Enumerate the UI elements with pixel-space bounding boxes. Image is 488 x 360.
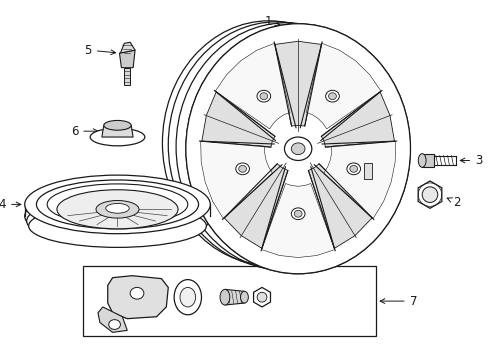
Ellipse shape <box>294 210 302 217</box>
Ellipse shape <box>103 121 131 130</box>
Text: 7: 7 <box>379 294 416 307</box>
Bar <box>83 266 375 336</box>
Polygon shape <box>102 125 133 137</box>
Polygon shape <box>321 92 394 147</box>
Ellipse shape <box>235 163 249 175</box>
Ellipse shape <box>421 187 437 202</box>
Ellipse shape <box>90 128 144 146</box>
Ellipse shape <box>349 165 357 172</box>
Polygon shape <box>417 181 441 208</box>
Text: 6: 6 <box>71 125 98 138</box>
Ellipse shape <box>291 208 305 220</box>
Polygon shape <box>224 289 244 305</box>
Ellipse shape <box>27 197 208 246</box>
Ellipse shape <box>96 201 139 218</box>
Polygon shape <box>274 41 321 126</box>
Polygon shape <box>124 68 130 85</box>
Polygon shape <box>202 92 274 147</box>
Ellipse shape <box>257 292 266 302</box>
Text: 1: 1 <box>264 15 279 28</box>
Ellipse shape <box>220 289 229 305</box>
Ellipse shape <box>260 93 267 100</box>
Text: 3: 3 <box>459 154 482 167</box>
Polygon shape <box>107 276 168 319</box>
Text: 2: 2 <box>447 196 460 209</box>
Ellipse shape <box>108 320 120 329</box>
Polygon shape <box>215 43 289 129</box>
Ellipse shape <box>346 163 360 175</box>
Polygon shape <box>98 307 127 332</box>
Ellipse shape <box>174 280 201 315</box>
Ellipse shape <box>291 143 305 154</box>
Polygon shape <box>119 50 135 68</box>
Ellipse shape <box>325 90 339 102</box>
Ellipse shape <box>257 90 270 102</box>
Polygon shape <box>308 164 371 248</box>
Ellipse shape <box>105 203 129 213</box>
Polygon shape <box>421 154 433 167</box>
Polygon shape <box>324 141 395 219</box>
Ellipse shape <box>130 287 143 299</box>
Ellipse shape <box>185 24 409 274</box>
Polygon shape <box>120 42 135 53</box>
Ellipse shape <box>328 93 336 100</box>
Polygon shape <box>261 184 334 257</box>
Text: 5: 5 <box>84 44 115 57</box>
Ellipse shape <box>185 24 409 274</box>
Ellipse shape <box>180 287 195 307</box>
Ellipse shape <box>25 175 210 234</box>
Ellipse shape <box>284 137 311 161</box>
Ellipse shape <box>29 204 206 247</box>
Polygon shape <box>200 141 272 219</box>
Polygon shape <box>363 163 371 179</box>
Ellipse shape <box>240 291 248 303</box>
Ellipse shape <box>57 190 178 229</box>
Polygon shape <box>253 287 270 307</box>
Ellipse shape <box>25 189 210 243</box>
Ellipse shape <box>417 154 425 167</box>
Polygon shape <box>305 43 380 129</box>
Polygon shape <box>224 164 287 248</box>
Ellipse shape <box>47 184 187 225</box>
Ellipse shape <box>238 165 246 172</box>
Ellipse shape <box>37 180 198 229</box>
Text: 4: 4 <box>0 198 21 211</box>
